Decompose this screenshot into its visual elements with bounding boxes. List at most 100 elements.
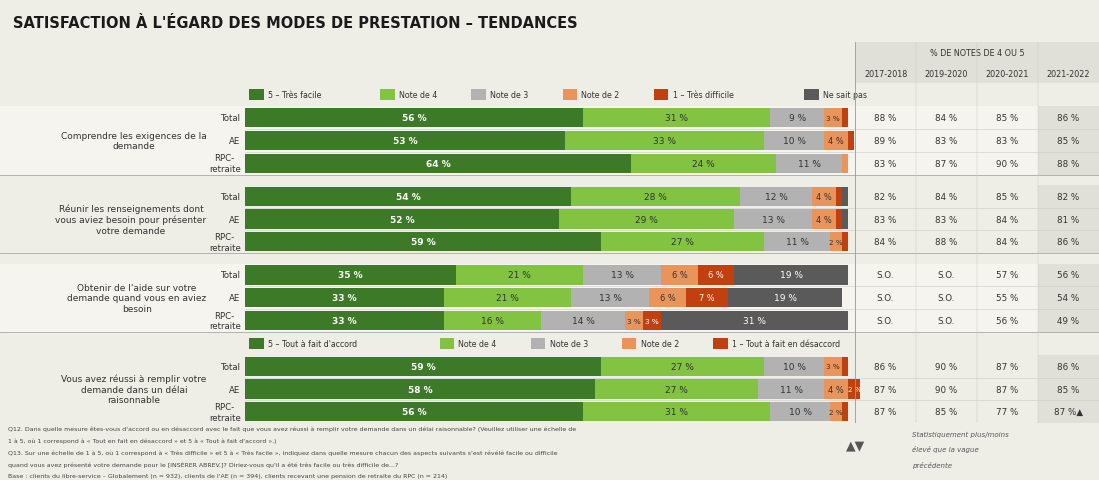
Text: 90 %: 90 % xyxy=(997,159,1019,168)
Text: 3 %: 3 % xyxy=(645,318,659,324)
Text: 83 %: 83 % xyxy=(935,215,957,224)
Text: 58 %: 58 % xyxy=(408,385,432,394)
Bar xyxy=(582,402,770,421)
Text: 21 %: 21 % xyxy=(496,294,519,303)
Text: 31 %: 31 % xyxy=(665,114,688,123)
Text: 90 %: 90 % xyxy=(935,362,957,371)
Text: 88 %: 88 % xyxy=(935,238,957,247)
Bar xyxy=(0,208,1099,231)
Text: 86 %: 86 % xyxy=(1057,114,1079,123)
Bar xyxy=(855,43,1099,84)
Bar xyxy=(764,357,824,376)
Text: 33 %: 33 % xyxy=(332,294,357,303)
Bar xyxy=(570,288,650,308)
Bar xyxy=(917,401,977,423)
Bar xyxy=(595,380,758,399)
Bar xyxy=(855,401,917,423)
Bar xyxy=(776,154,843,173)
Bar xyxy=(734,266,848,285)
Text: 85 %: 85 % xyxy=(997,192,1019,201)
Bar xyxy=(917,107,977,130)
Bar xyxy=(643,312,662,331)
Text: RPC-
retraite: RPC- retraite xyxy=(209,402,241,421)
Text: 19 %: 19 % xyxy=(774,294,797,303)
Bar xyxy=(245,132,565,151)
Text: 11 %: 11 % xyxy=(779,385,802,394)
Text: 53 %: 53 % xyxy=(392,137,418,145)
Text: Réunir les renseignements dont
vous aviez besoin pour présenter
votre demande: Réunir les renseignements dont vous avie… xyxy=(55,204,207,235)
Bar xyxy=(764,233,831,252)
Bar xyxy=(917,355,977,378)
Bar xyxy=(563,90,577,101)
Text: 82 %: 82 % xyxy=(875,192,897,201)
Bar xyxy=(1037,208,1099,231)
Text: Total: Total xyxy=(221,192,241,201)
Bar xyxy=(740,187,812,206)
Bar xyxy=(977,107,1037,130)
Bar xyxy=(1037,231,1099,254)
Text: S.O.: S.O. xyxy=(937,294,955,303)
Bar xyxy=(245,288,444,308)
Bar xyxy=(0,355,1099,378)
Bar xyxy=(764,132,824,151)
Text: 87 %: 87 % xyxy=(997,362,1019,371)
Bar xyxy=(1037,153,1099,175)
Bar xyxy=(824,109,843,128)
Text: 2 %: 2 % xyxy=(847,386,862,392)
Bar xyxy=(245,109,582,128)
Text: 4 %: 4 % xyxy=(817,192,832,201)
Text: 57 %: 57 % xyxy=(997,271,1019,280)
Bar xyxy=(843,187,848,206)
Bar xyxy=(770,402,831,421)
Text: 12 %: 12 % xyxy=(765,192,788,201)
Text: 3 %: 3 % xyxy=(826,115,841,121)
Text: Vous avez réussi à remplir votre
demande dans un délai
raisonnable: Vous avez réussi à remplir votre demande… xyxy=(62,374,207,404)
Text: 29 %: 29 % xyxy=(635,215,657,224)
Bar xyxy=(977,153,1037,175)
Bar xyxy=(245,312,444,331)
Text: 35 %: 35 % xyxy=(338,271,363,280)
Text: AE: AE xyxy=(230,215,241,224)
Text: RPC-
retraite: RPC- retraite xyxy=(209,311,241,331)
Text: Q12. Dans quelle mesure êtes-vous d'accord ou en désaccord avec le fait que vous: Q12. Dans quelle mesure êtes-vous d'acco… xyxy=(8,426,576,431)
Text: Total: Total xyxy=(221,114,241,123)
Text: 86 %: 86 % xyxy=(875,362,897,371)
Bar xyxy=(0,231,1099,254)
Text: 6 %: 6 % xyxy=(708,271,723,280)
Bar xyxy=(249,338,264,349)
Text: précédente: précédente xyxy=(912,461,952,468)
Text: 19 %: 19 % xyxy=(779,271,802,280)
Bar xyxy=(917,378,977,401)
Bar xyxy=(456,266,582,285)
Bar xyxy=(565,132,764,151)
Text: 21 %: 21 % xyxy=(508,271,531,280)
Bar xyxy=(917,310,977,332)
Bar xyxy=(558,210,734,229)
Bar xyxy=(601,357,764,376)
Bar xyxy=(917,231,977,254)
Text: 24 %: 24 % xyxy=(692,159,715,168)
Text: 2 %: 2 % xyxy=(830,240,843,245)
Bar xyxy=(582,109,770,128)
Text: 4 %: 4 % xyxy=(817,215,832,224)
Bar xyxy=(1037,287,1099,310)
Bar xyxy=(917,287,977,310)
Text: 85 %: 85 % xyxy=(1057,137,1079,145)
Text: 49 %: 49 % xyxy=(1057,316,1079,325)
Text: 13 %: 13 % xyxy=(611,271,634,280)
Text: Note de 4: Note de 4 xyxy=(458,339,497,348)
Bar xyxy=(855,153,917,175)
Bar xyxy=(843,210,848,229)
Text: 27 %: 27 % xyxy=(665,385,688,394)
Bar xyxy=(1037,185,1099,208)
Text: 5 – Très facile: 5 – Très facile xyxy=(268,91,322,100)
Text: 3 %: 3 % xyxy=(628,318,641,324)
Text: 56 %: 56 % xyxy=(402,408,426,417)
Text: 82 %: 82 % xyxy=(1057,192,1079,201)
Bar xyxy=(245,357,601,376)
Bar xyxy=(245,187,570,206)
Bar xyxy=(380,90,395,101)
Text: 27 %: 27 % xyxy=(671,362,693,371)
Text: 31 %: 31 % xyxy=(665,408,688,417)
Text: 64 %: 64 % xyxy=(425,159,451,168)
